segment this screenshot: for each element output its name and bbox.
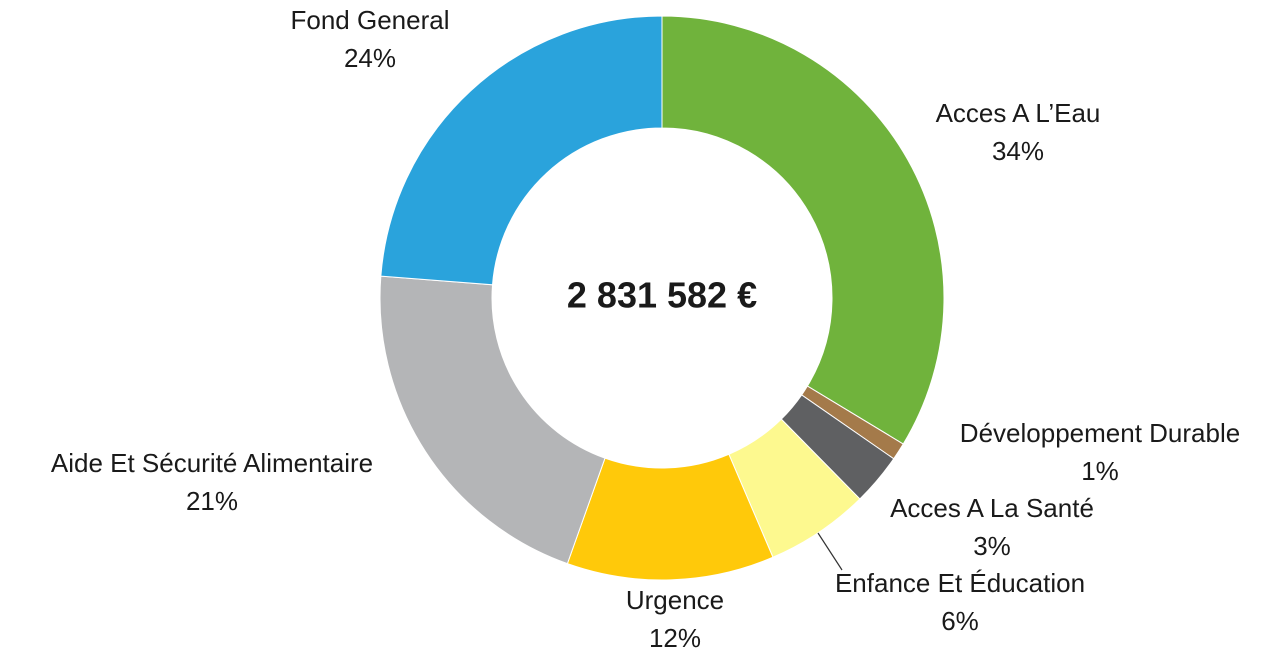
slice-value-label: 1% (1081, 456, 1119, 486)
slice-label: Acces A L’Eau (936, 98, 1101, 128)
slice-value-label: 21% (186, 486, 238, 516)
leader-line (817, 532, 843, 571)
slice-value-label: 6% (941, 606, 979, 636)
slice-value-label: 24% (344, 43, 396, 73)
slice-label: Acces A La Santé (890, 493, 1094, 523)
slice-value-label: 34% (992, 136, 1044, 166)
slice-value-label: 12% (649, 623, 701, 653)
slice-label: Aide Et Sécurité Alimentaire (51, 448, 373, 478)
donut-slice (661, 15, 945, 445)
slice-label: Fond General (291, 5, 450, 35)
slice-label: Développement Durable (960, 418, 1240, 448)
donut-slice (379, 275, 606, 565)
donut-slice (380, 15, 663, 286)
center-label: 2 831 582 € (567, 275, 757, 316)
slice-label: Urgence (626, 585, 724, 615)
slice-value-label: 3% (973, 531, 1011, 561)
slice-label: Enfance Et Éducation (835, 568, 1085, 598)
